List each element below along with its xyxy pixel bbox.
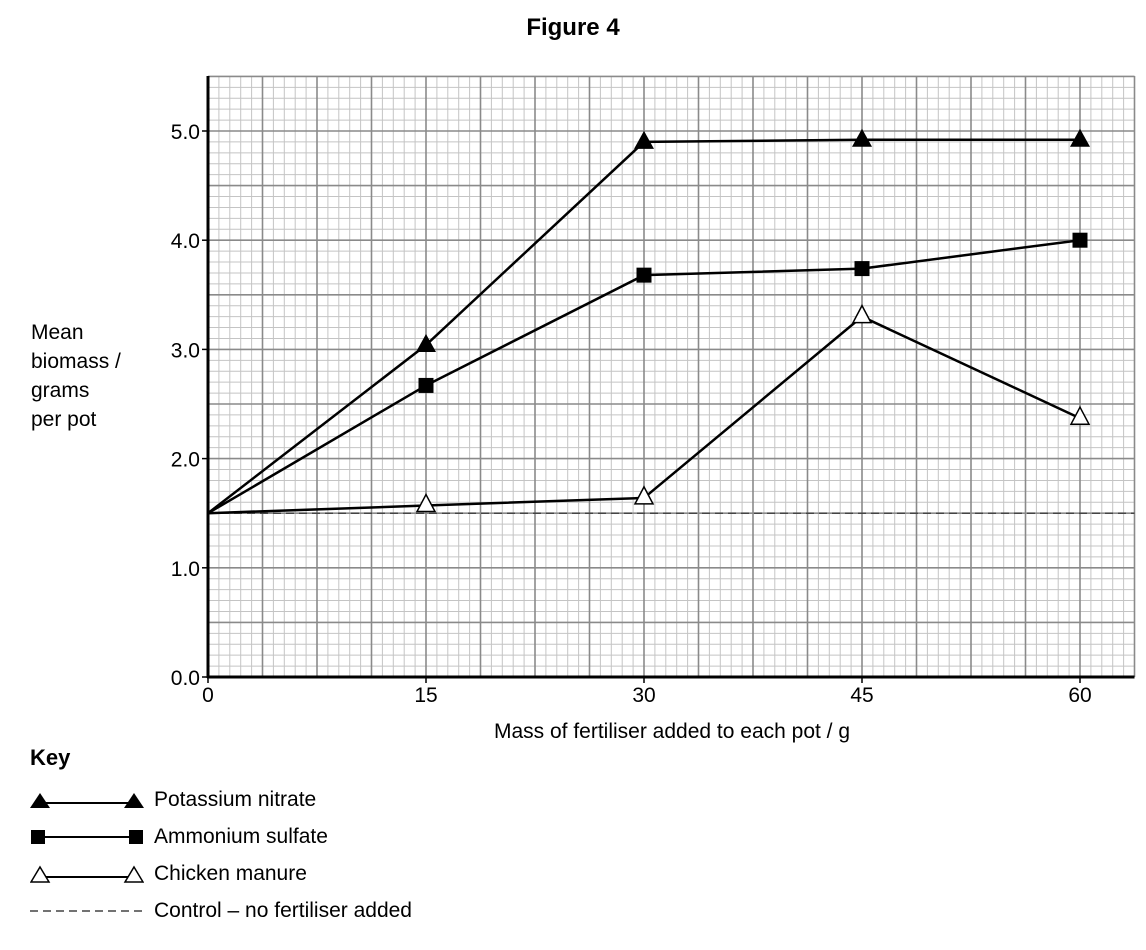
legend-label: Ammonium sulfate bbox=[154, 824, 328, 848]
line-chart: 0.0 1.0 2.0 3.0 4.0 5.0 0 15 30 45 60 Mass of fert… bbox=[171, 75, 1136, 743]
svg-text:60: 60 bbox=[1068, 684, 1091, 707]
svg-text:30: 30 bbox=[632, 684, 655, 707]
svg-text:4.0: 4.0 bbox=[171, 230, 200, 253]
legend: Key Potassium nitrate Ammonium sulfate C… bbox=[30, 745, 412, 929]
figure-title: Figure 4 bbox=[526, 14, 620, 41]
x-axis-label: Mass of fertiliser added to each pot / g bbox=[494, 720, 850, 743]
y-axis-label-line: Mean bbox=[31, 321, 84, 344]
minor-grid bbox=[208, 76, 1135, 677]
svg-text:5.0: 5.0 bbox=[171, 121, 200, 144]
y-axis-label-line: per pot bbox=[31, 408, 97, 431]
data-series bbox=[207, 128, 1135, 515]
axes bbox=[206, 76, 1135, 679]
y-axis-label: Mean biomass / grams per pot bbox=[31, 318, 121, 434]
svg-text:1.0: 1.0 bbox=[171, 558, 200, 581]
legend-item-chicken-manure: Chicken manure bbox=[30, 855, 412, 892]
svg-text:15: 15 bbox=[414, 684, 437, 707]
filled-triangle-line-icon bbox=[30, 792, 144, 808]
svg-text:45: 45 bbox=[850, 684, 873, 707]
major-grid bbox=[207, 75, 1136, 678]
dashed-line-icon bbox=[30, 909, 144, 912]
legend-label: Control – no fertiliser added bbox=[154, 898, 412, 922]
y-axis-label-line: grams bbox=[31, 379, 90, 402]
svg-text:0.0: 0.0 bbox=[171, 667, 200, 690]
legend-item-ammonium-sulfate: Ammonium sulfate bbox=[30, 818, 412, 855]
open-triangle-line-icon bbox=[30, 865, 144, 883]
svg-text:2.0: 2.0 bbox=[171, 449, 200, 472]
svg-text:0: 0 bbox=[202, 684, 214, 707]
svg-text:3.0: 3.0 bbox=[171, 339, 200, 362]
legend-label: Potassium nitrate bbox=[154, 787, 317, 811]
legend-label: Chicken manure bbox=[154, 861, 307, 885]
legend-item-potassium-nitrate: Potassium nitrate bbox=[30, 781, 412, 818]
y-axis-label-line: biomass / bbox=[31, 350, 121, 373]
axis-ticks: 0.0 1.0 2.0 3.0 4.0 5.0 0 15 30 45 60 bbox=[171, 121, 1092, 707]
filled-square-line-icon bbox=[31, 829, 143, 844]
legend-title: Key bbox=[30, 745, 71, 770]
legend-item-control: Control – no fertiliser added bbox=[30, 892, 412, 929]
